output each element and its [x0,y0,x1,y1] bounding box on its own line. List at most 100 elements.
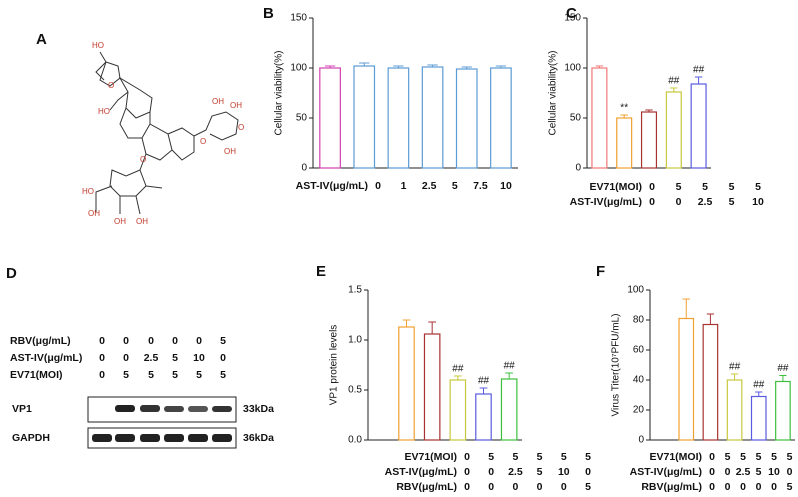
x-row-value: 0 [787,466,793,478]
y-tick-label: 100 [564,63,581,74]
x-row-name: EV71(MOI) [649,451,702,463]
gapdh-bands [92,434,232,442]
error-bar [495,65,507,68]
x-row-value: 0 [375,180,381,192]
blot-frame [87,427,237,449]
x-row-value: 0 [756,481,762,493]
x-row-value: 10 [500,180,512,192]
x-row-name: EV71(MOI) [404,451,457,463]
x-row-value: 5 [755,181,761,193]
atom-label: HO [92,41,104,50]
x-row-value: 5 [756,466,762,478]
bond [95,91,163,215]
blot-row-value: 5 [220,335,226,347]
error-bar [682,298,690,319]
blot-row-value: 5 [172,369,178,381]
error-bar [461,66,472,69]
y-tick-label: 1.0 [348,335,362,346]
x-row-value: 0 [709,481,715,493]
atom-label: HO [82,187,94,196]
x-row-value: 5 [702,181,708,193]
x-row-value: 2.5 [422,180,437,192]
blot-frame [87,396,237,423]
atom-label: HO [98,107,110,116]
band [188,434,208,442]
x-row-value: 10 [752,196,764,208]
x-row-value: 2.5 [698,196,713,208]
atom-label: O [238,123,244,132]
error-bar [706,313,715,325]
error-bar [645,109,653,112]
blot-row-value: 0 [99,352,105,364]
y-tick-label: 100 [290,63,307,74]
x-row-name: AST-IV(μg/mL) [630,466,702,478]
panel-label: F [596,263,605,280]
ring [109,153,147,197]
panel-label: A [36,31,47,48]
error-bar [428,321,437,334]
error-bar [505,372,514,379]
atom-label: OH [136,217,148,226]
ring [118,76,153,119]
error-bar [324,65,336,68]
band [188,406,208,412]
error-bar [620,114,628,118]
atom-label: O [108,81,114,90]
bar [665,91,682,169]
annotation: ## [668,76,680,87]
error-bar [670,87,678,92]
x-row-value: 2.5 [736,466,751,478]
panel-label: D [6,265,17,282]
y-tick-label: 40 [633,375,645,386]
blot-row-value: 0 [99,369,105,381]
vp1-bands [115,405,232,412]
bar [319,67,341,169]
x-row-value: 0 [676,196,682,208]
x-row-value: 5 [537,451,543,463]
band [212,406,232,412]
blot-row-value: 5 [148,369,154,381]
panel-label: B [263,5,274,22]
error-bar [779,375,787,382]
band [140,434,160,442]
atom-label: OH [212,97,224,106]
error-bar [755,391,763,397]
x-row-value: 0 [512,481,518,493]
x-row-value: 5 [512,451,518,463]
bar [490,67,512,169]
atom-label: OH [230,101,242,110]
x-row-value: 0 [771,481,777,493]
x-row-value: 0 [725,466,731,478]
bar [455,68,478,169]
panel-label: E [316,263,326,280]
band [212,434,232,442]
blot-row-value: 10 [193,352,205,364]
x-row-value: 0 [488,481,494,493]
band [115,405,135,412]
annotation: ## [777,363,789,374]
x-row-value: 5 [729,196,735,208]
chemical-structure [95,51,239,215]
annotation: ## [729,362,741,373]
x-row-value: 0 [464,451,470,463]
x-row-value: 0 [585,466,591,478]
blot-row-name: RBV(μg/mL) [10,335,71,347]
band-size: 33kDa [243,403,274,415]
bar [449,379,467,441]
band-name: VP1 [12,403,32,415]
bar [421,66,444,169]
y-axis-label: VP1 protein levels [329,325,340,406]
y-tick-label: 150 [290,13,307,24]
x-row-value: 5 [725,451,731,463]
error-bar [479,387,488,394]
ring [193,111,239,141]
x-row-value: 0 [740,481,746,493]
error-bar [453,375,462,380]
y-tick-label: 0.0 [348,435,362,446]
atom-label: OH [88,209,100,218]
x-row-value: 10 [558,466,570,478]
bar [690,83,707,169]
x-row-name: AST-IV(μg/mL) [385,466,457,478]
y-tick-label: 50 [296,113,308,124]
x-row-value: 5 [585,481,591,493]
